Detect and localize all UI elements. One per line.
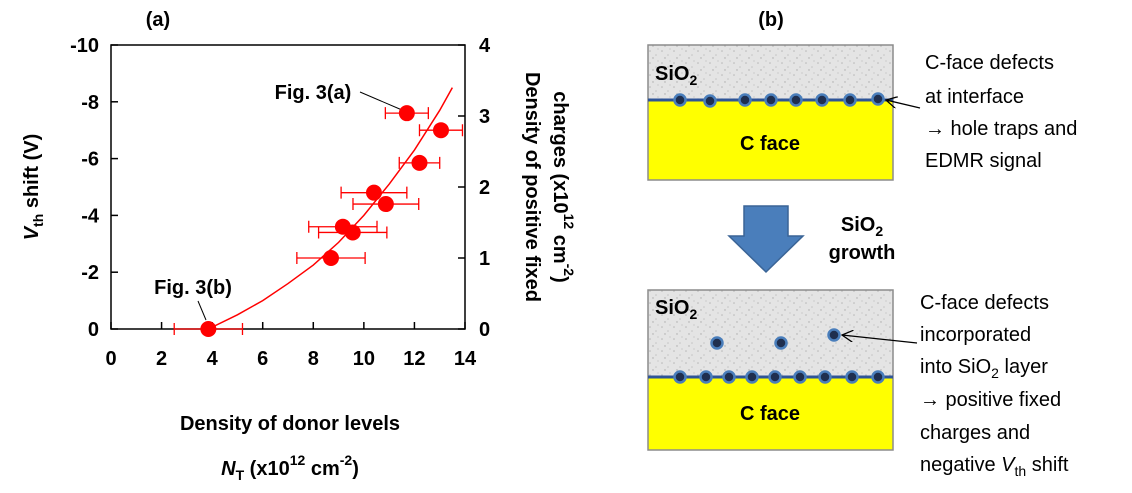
note-part: shift — [1026, 454, 1069, 476]
substrate-label: C face — [740, 133, 800, 155]
arrow-label: growth — [829, 242, 896, 264]
x-label-sup: -2 — [340, 452, 353, 468]
substrate-label: C face — [740, 403, 800, 425]
note-part: layer — [999, 356, 1048, 378]
arrow-sub: 2 — [875, 223, 883, 239]
y2-label-sup: 12 — [561, 214, 577, 230]
y-label-sub: th — [30, 214, 46, 227]
note-sub: th — [1015, 463, 1027, 479]
note-line: negative Vth shift — [920, 454, 1069, 479]
fit-curve — [208, 88, 452, 329]
note-line: incorporated — [920, 324, 1031, 346]
note-line: EDMR signal — [925, 150, 1042, 172]
y2-label-part: ) — [549, 276, 571, 283]
x-tick-label: 4 — [207, 348, 219, 370]
x-label-part: ) — [352, 458, 359, 480]
x-tick-label: 10 — [353, 348, 375, 370]
y2-label-part: cm — [549, 229, 571, 263]
x-label-sup: 12 — [290, 452, 306, 468]
note-line: at interface — [925, 86, 1024, 108]
diagram-b: (b) SiO2 C face C-face defects at interf… — [648, 9, 1077, 479]
panel-label: (a) — [146, 9, 170, 31]
oxide-sub: 2 — [689, 72, 697, 88]
y2-axis-label: Density of positive fixed — [521, 72, 543, 302]
x-label-part: (x10 — [244, 458, 290, 480]
point — [366, 185, 382, 201]
note-sub: 2 — [991, 365, 999, 381]
x-tick-label: 2 — [156, 348, 167, 370]
y-axis-label: Vth shift (V) — [21, 134, 46, 241]
y-tick-label: 0 — [88, 319, 99, 341]
x-tick-label: 14 — [454, 348, 477, 370]
note-line: C-face defects — [925, 52, 1054, 74]
point — [433, 122, 449, 138]
y-tick-label: -8 — [81, 92, 99, 114]
point — [323, 250, 339, 266]
note-part: into SiO — [920, 356, 991, 378]
x-tick-label: 12 — [403, 348, 425, 370]
point — [411, 155, 427, 171]
note-line: C-face defects — [920, 292, 1049, 314]
y2-tick-label: 2 — [479, 177, 490, 199]
x-axis-label: NT (x1012 cm-2) — [221, 452, 359, 483]
y-label-rest: shift (V) — [21, 134, 43, 214]
chart-a: (a) Vth shift (V) Density of positive fi… — [21, 9, 577, 483]
oxide-sub: 2 — [689, 306, 697, 322]
note-line: charges and — [920, 422, 1030, 444]
annotation: Fig. 3(b) — [154, 277, 232, 299]
growth-arrow — [729, 206, 803, 272]
oxide-base: SiO — [655, 297, 689, 319]
y-tick-label: -4 — [81, 205, 100, 227]
y2-tick-label: 3 — [479, 106, 490, 128]
x-tick-label: 8 — [308, 348, 319, 370]
note-line: → positive fixed — [920, 389, 1061, 411]
y2-label-part: charges (x10 — [549, 91, 571, 213]
annotation: Fig. 3(a) — [275, 82, 352, 104]
arrow-label: SiO2 — [841, 214, 883, 239]
point — [378, 196, 394, 212]
annotation-line — [360, 92, 402, 110]
figure: (a) Vth shift (V) Density of positive fi… — [0, 0, 1132, 493]
y-tick-label: -6 — [81, 149, 99, 171]
point — [345, 224, 361, 240]
x-label-symbol: N — [221, 458, 236, 480]
point — [399, 105, 415, 121]
point — [200, 321, 216, 337]
y2-tick-label: 4 — [479, 35, 491, 57]
panel-label: (b) — [758, 9, 784, 31]
arrow-base: SiO — [841, 214, 875, 236]
y-tick-label: -2 — [81, 262, 99, 284]
y2-label-sup: -2 — [561, 264, 577, 277]
note-line: → hole traps and — [925, 118, 1077, 140]
x-tick-label: 6 — [257, 348, 268, 370]
y-tick-label: -10 — [70, 35, 99, 57]
y2-axis-label: charges (x1012 cm-2) — [549, 91, 577, 282]
note-part: negative — [920, 454, 1001, 476]
annotation-line — [198, 301, 206, 320]
x-label-part: cm — [305, 458, 339, 480]
x-tick-label: 0 — [105, 348, 116, 370]
y2-tick-label: 0 — [479, 319, 490, 341]
note-line: into SiO2 layer — [920, 356, 1048, 381]
y2-tick-label: 1 — [479, 248, 490, 270]
oxide-base: SiO — [655, 63, 689, 85]
x-axis-label: Density of donor levels — [180, 413, 400, 435]
